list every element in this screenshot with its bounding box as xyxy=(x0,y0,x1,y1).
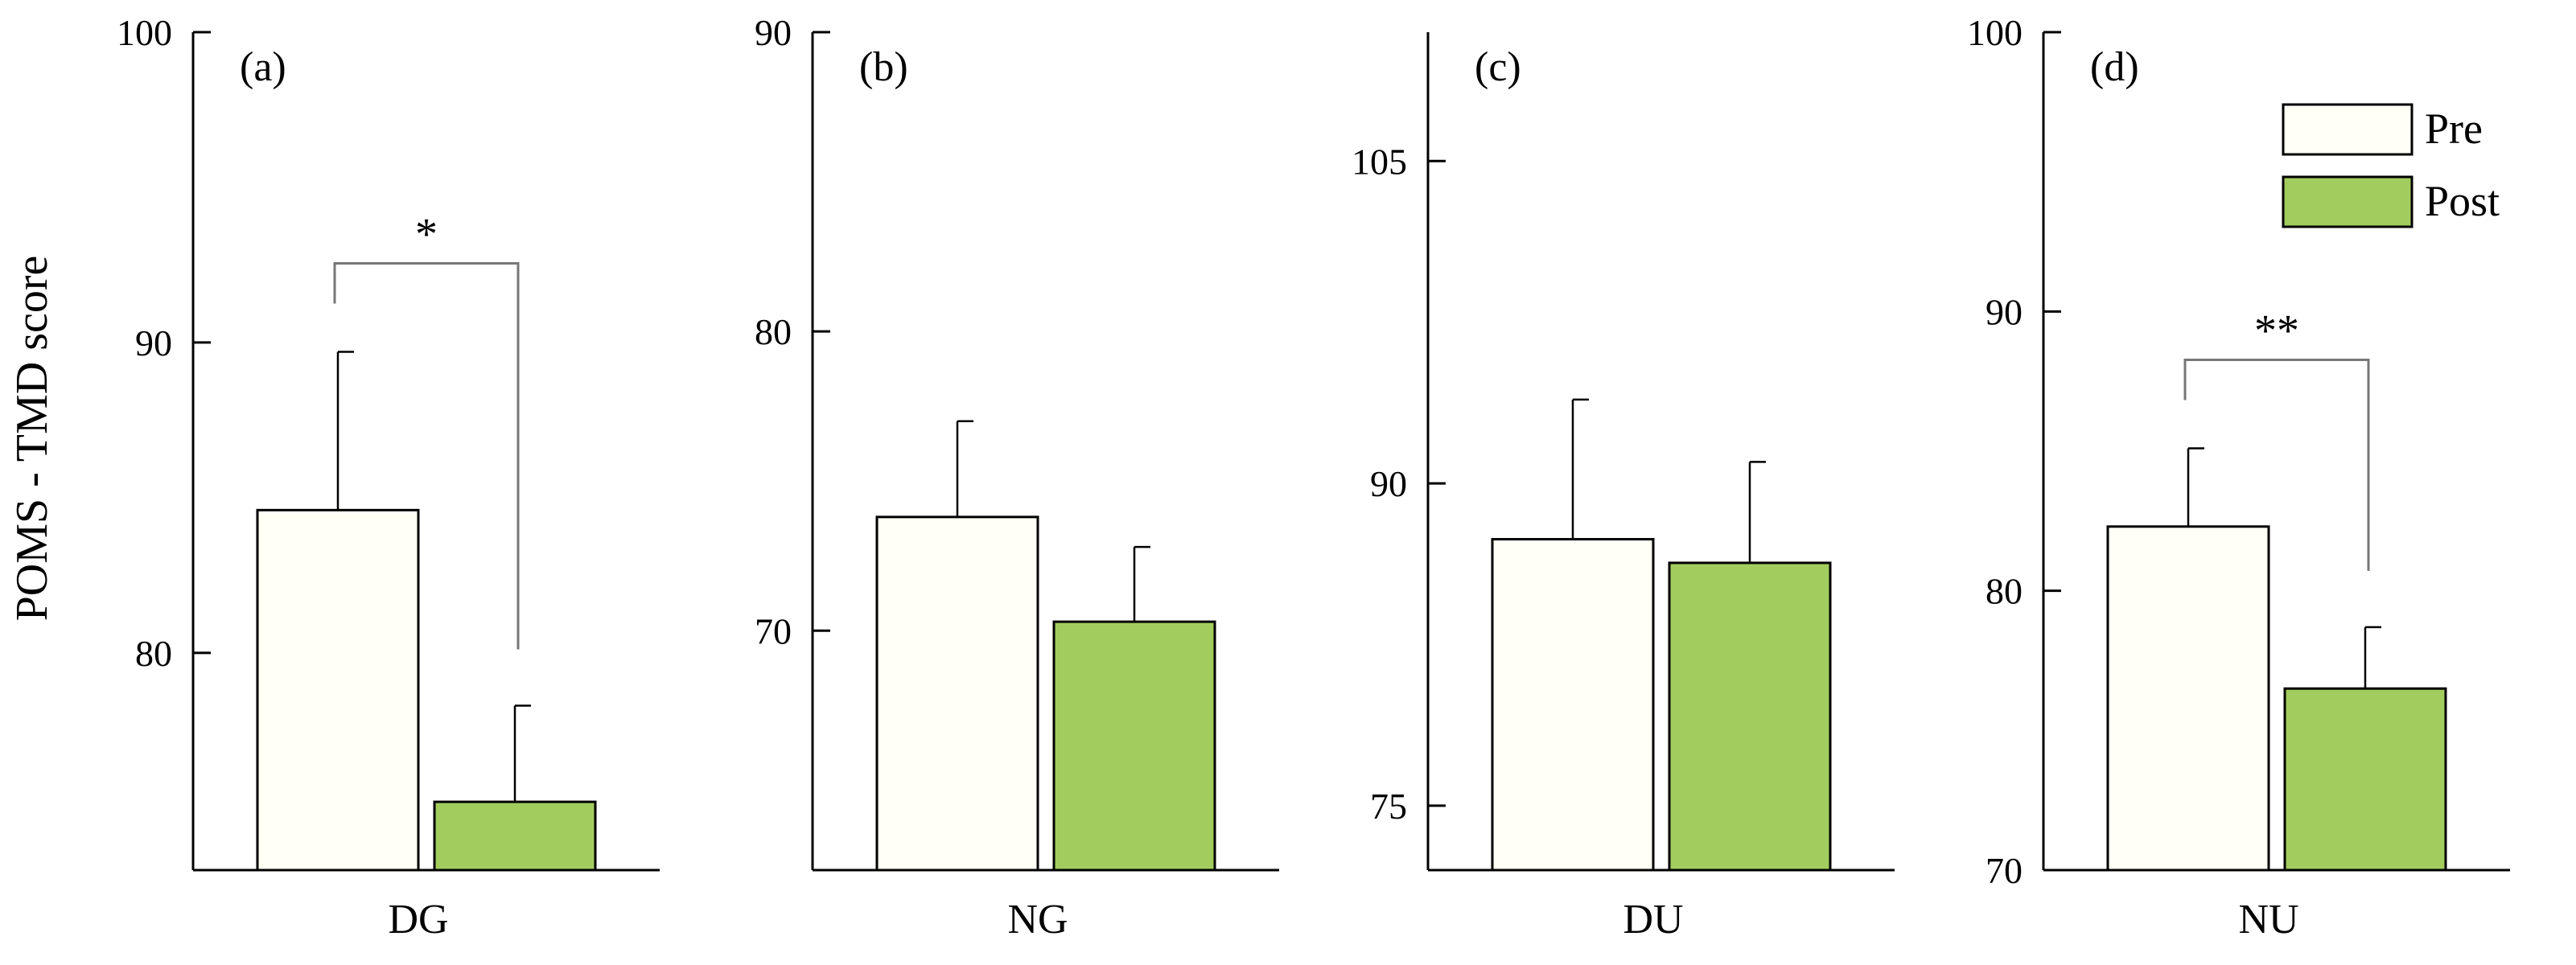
panel-label: (b) xyxy=(859,44,908,90)
panel-label: (d) xyxy=(2090,44,2139,90)
legend-swatch-pre xyxy=(2282,103,2413,156)
panel-1: 70 80 90 NG (b) xyxy=(755,12,1279,942)
significance-bracket xyxy=(333,262,520,650)
bar-pre xyxy=(256,508,420,872)
panel-label: (c) xyxy=(1475,44,1521,90)
significance-bracket xyxy=(2183,359,2370,571)
y-tick-label: 90 xyxy=(1985,291,2023,332)
y-tick-label: 80 xyxy=(135,633,172,674)
y-tick-label: 90 xyxy=(755,12,792,53)
y-tick-label: 100 xyxy=(1967,12,2023,53)
y-tick-label: 100 xyxy=(117,12,172,53)
significance-label: ** xyxy=(2254,306,2299,356)
panel-0: * 80 90 100 DG (a) xyxy=(117,12,660,942)
bar-pre xyxy=(875,515,1039,872)
y-tick-label: 90 xyxy=(135,322,172,363)
panels: * 80 90 100 DG (a) 70 80 90 NG (b) 75 90 105 DU (c) ** 70… xyxy=(117,12,2510,942)
bar-pre xyxy=(1491,538,1655,872)
bar-post xyxy=(2283,687,2447,872)
panel-3: ** 70 80 90 100 NU (d) xyxy=(1967,12,2510,942)
y-tick-label: 90 xyxy=(1370,463,1407,504)
panel-label: (a) xyxy=(240,44,286,90)
bar-post xyxy=(1052,620,1216,872)
bar-post xyxy=(433,800,597,872)
y-tick-label: 75 xyxy=(1370,786,1407,827)
y-tick-label: 105 xyxy=(1352,141,1407,182)
legend-label-post: Post xyxy=(2425,177,2500,225)
y-axis-label: POMS - TMD score xyxy=(7,256,57,622)
x-category-label: NU xyxy=(2238,897,2298,942)
x-category-label: DG xyxy=(388,897,448,942)
y-tick-label: 70 xyxy=(1985,850,2023,891)
legend-swatch-post xyxy=(2282,175,2413,228)
significance-label: * xyxy=(415,210,438,260)
legend: Pre Post xyxy=(2282,103,2500,228)
x-category-label: DU xyxy=(1623,897,1683,942)
y-tick-label: 80 xyxy=(1985,571,2023,612)
y-tick-label: 80 xyxy=(755,311,792,352)
y-tick-label: 70 xyxy=(755,610,792,651)
bar-post xyxy=(1668,561,1832,872)
x-category-label: NG xyxy=(1007,897,1068,942)
bar-pre xyxy=(2106,525,2270,872)
panel-2: 75 90 105 DU (c) xyxy=(1352,32,1895,942)
legend-label-pre: Pre xyxy=(2425,105,2483,153)
